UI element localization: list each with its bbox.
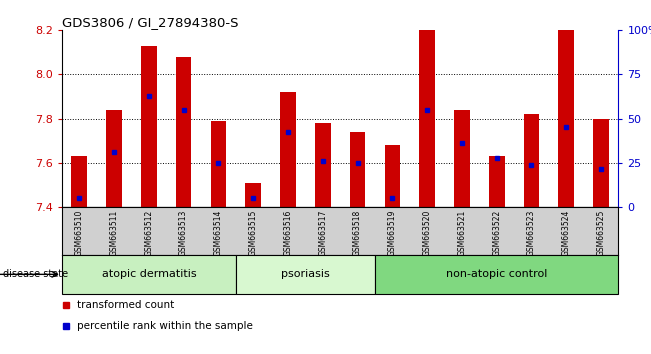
Text: GSM663525: GSM663525 (596, 210, 605, 256)
Bar (72, 156, 87, 207)
Text: GSM663520: GSM663520 (422, 210, 432, 256)
Bar (176, 57, 191, 207)
Text: GDS3806 / GI_27894380-S: GDS3806 / GI_27894380-S (62, 16, 238, 29)
Text: GSM663523: GSM663523 (527, 210, 536, 256)
Bar (523, 114, 539, 207)
Bar (62, 255, 236, 294)
Bar (350, 132, 365, 207)
Text: atopic dermatitis: atopic dermatitis (102, 269, 196, 279)
Text: GSM663511: GSM663511 (109, 210, 118, 256)
Text: GSM663519: GSM663519 (388, 210, 397, 256)
Text: non-atopic control: non-atopic control (446, 269, 547, 279)
Text: GSM663516: GSM663516 (283, 210, 292, 256)
Bar (419, 30, 435, 207)
Bar (385, 145, 400, 207)
Text: GSM663522: GSM663522 (492, 210, 501, 256)
Bar (559, 30, 574, 207)
Text: GSM663521: GSM663521 (458, 210, 466, 256)
Bar (454, 110, 470, 207)
Text: GSM663512: GSM663512 (145, 210, 154, 256)
Text: psoriasis: psoriasis (281, 269, 330, 279)
Text: GSM663518: GSM663518 (353, 210, 362, 256)
Bar (210, 121, 226, 207)
Text: GSM663513: GSM663513 (179, 210, 188, 256)
Text: percentile rank within the sample: percentile rank within the sample (77, 321, 253, 331)
Text: transformed count: transformed count (77, 300, 174, 310)
Bar (245, 183, 261, 207)
Bar (236, 255, 375, 294)
Text: GSM663514: GSM663514 (214, 210, 223, 256)
Text: GSM663524: GSM663524 (562, 210, 571, 256)
Text: GSM663515: GSM663515 (249, 210, 258, 256)
Bar (141, 46, 157, 207)
Bar (593, 119, 609, 207)
Bar (315, 123, 331, 207)
Bar (280, 92, 296, 207)
Bar (375, 255, 618, 294)
Text: disease state: disease state (3, 269, 68, 279)
Text: GSM663510: GSM663510 (75, 210, 84, 256)
Bar (489, 156, 505, 207)
Text: GSM663517: GSM663517 (318, 210, 327, 256)
Bar (106, 110, 122, 207)
